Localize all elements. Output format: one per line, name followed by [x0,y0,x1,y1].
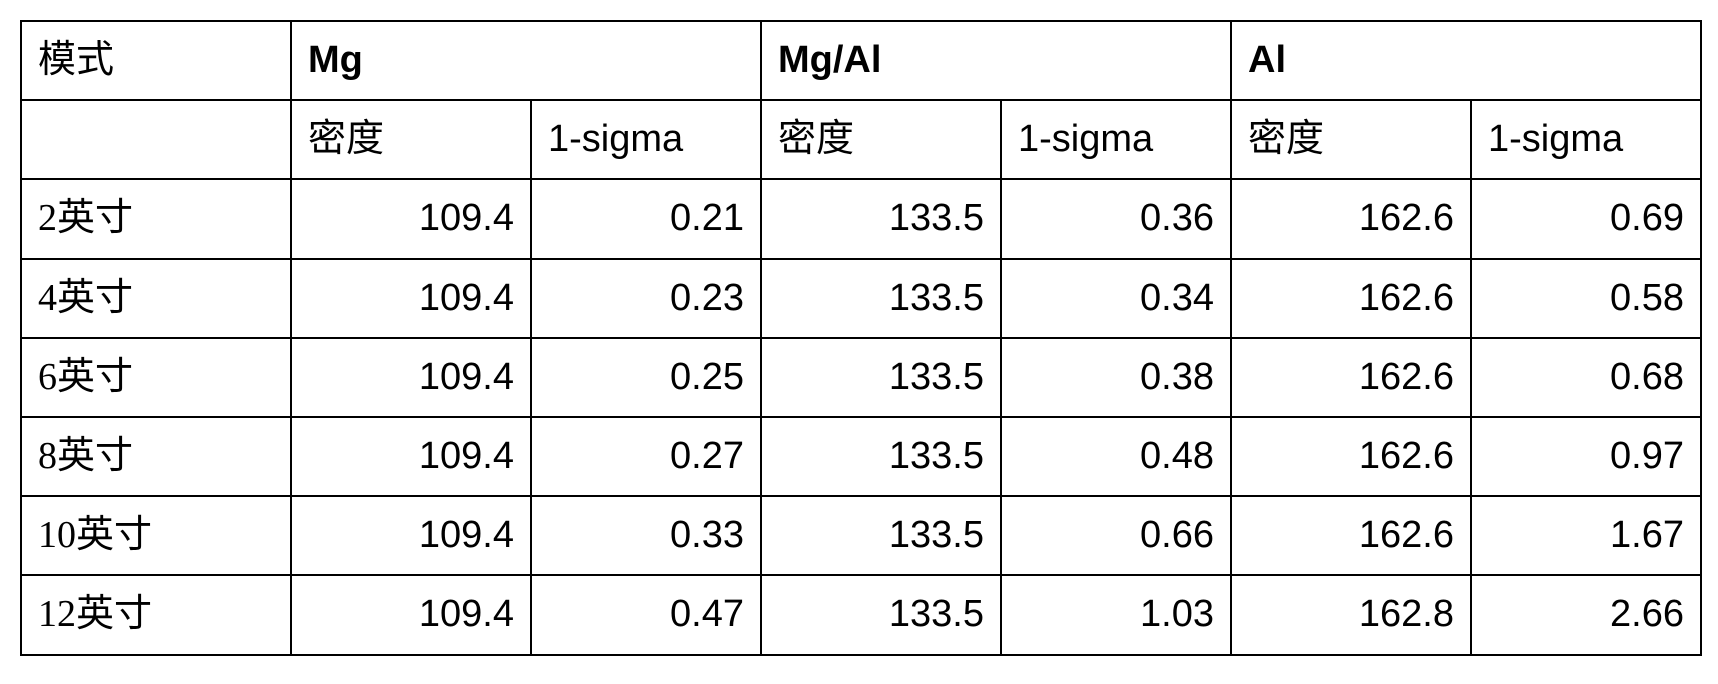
cell-al-sigma: 0.58 [1471,259,1701,338]
cell-mg-density: 109.4 [291,338,531,417]
cell-al-sigma: 1.67 [1471,496,1701,575]
table-header: 模式 Mg Mg/Al Al 密度 1-sigma 密度 1-sigma 密度 … [21,21,1701,179]
row-label: 2英寸 [21,179,291,258]
row-label: 6英寸 [21,338,291,417]
cell-al-density: 162.8 [1231,575,1471,654]
cell-mg-density: 109.4 [291,575,531,654]
header-empty [21,100,291,179]
cell-mg-density: 109.4 [291,259,531,338]
subheader-al-sigma: 1-sigma [1471,100,1701,179]
cell-al-sigma: 0.68 [1471,338,1701,417]
table-body: 2英寸 109.4 0.21 133.5 0.36 162.6 0.69 4英寸… [21,179,1701,654]
subheader-mg-sigma: 1-sigma [531,100,761,179]
row-label: 8英寸 [21,417,291,496]
subheader-mg-density: 密度 [291,100,531,179]
cell-mg-density: 109.4 [291,179,531,258]
cell-al-sigma: 0.97 [1471,417,1701,496]
subheader-mgal-density: 密度 [761,100,1001,179]
data-table: 模式 Mg Mg/Al Al 密度 1-sigma 密度 1-sigma 密度 … [20,20,1702,656]
cell-al-density: 162.6 [1231,179,1471,258]
cell-al-sigma: 0.69 [1471,179,1701,258]
cell-al-density: 162.6 [1231,417,1471,496]
row-label: 12英寸 [21,575,291,654]
cell-al-sigma: 2.66 [1471,575,1701,654]
cell-mg-sigma: 0.27 [531,417,761,496]
cell-mgal-sigma: 0.48 [1001,417,1231,496]
subheader-al-density: 密度 [1231,100,1471,179]
cell-mgal-density: 133.5 [761,338,1001,417]
cell-mgal-density: 133.5 [761,417,1001,496]
cell-mg-density: 109.4 [291,496,531,575]
cell-mg-sigma: 0.25 [531,338,761,417]
cell-mgal-density: 133.5 [761,179,1001,258]
cell-al-density: 162.6 [1231,259,1471,338]
header-al: Al [1231,21,1701,100]
header-mode: 模式 [21,21,291,100]
cell-mgal-density: 133.5 [761,496,1001,575]
table-row: 6英寸 109.4 0.25 133.5 0.38 162.6 0.68 [21,338,1701,417]
table-row: 2英寸 109.4 0.21 133.5 0.36 162.6 0.69 [21,179,1701,258]
header-row-sub: 密度 1-sigma 密度 1-sigma 密度 1-sigma [21,100,1701,179]
header-mgal: Mg/Al [761,21,1231,100]
cell-mg-sigma: 0.47 [531,575,761,654]
row-label: 10英寸 [21,496,291,575]
subheader-mgal-sigma: 1-sigma [1001,100,1231,179]
cell-mg-density: 109.4 [291,417,531,496]
table-row: 8英寸 109.4 0.27 133.5 0.48 162.6 0.97 [21,417,1701,496]
row-label: 4英寸 [21,259,291,338]
cell-mg-sigma: 0.23 [531,259,761,338]
table-row: 10英寸 109.4 0.33 133.5 0.66 162.6 1.67 [21,496,1701,575]
cell-al-density: 162.6 [1231,338,1471,417]
cell-al-density: 162.6 [1231,496,1471,575]
cell-mgal-sigma: 0.66 [1001,496,1231,575]
cell-mgal-sigma: 0.38 [1001,338,1231,417]
cell-mgal-density: 133.5 [761,575,1001,654]
table-row: 12英寸 109.4 0.47 133.5 1.03 162.8 2.66 [21,575,1701,654]
cell-mgal-sigma: 1.03 [1001,575,1231,654]
cell-mg-sigma: 0.33 [531,496,761,575]
header-mg: Mg [291,21,761,100]
cell-mgal-sigma: 0.34 [1001,259,1231,338]
header-row-main: 模式 Mg Mg/Al Al [21,21,1701,100]
cell-mg-sigma: 0.21 [531,179,761,258]
table-row: 4英寸 109.4 0.23 133.5 0.34 162.6 0.58 [21,259,1701,338]
cell-mgal-density: 133.5 [761,259,1001,338]
cell-mgal-sigma: 0.36 [1001,179,1231,258]
